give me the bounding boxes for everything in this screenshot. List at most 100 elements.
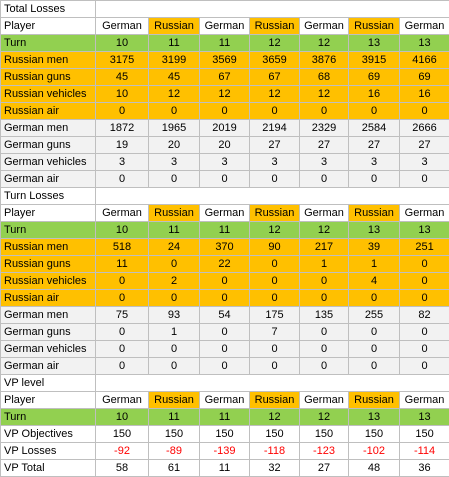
value-cell[interactable]: 12 bbox=[199, 85, 250, 103]
value-cell[interactable]: 3 bbox=[398, 153, 449, 171]
value-cell[interactable]: 0 bbox=[199, 170, 250, 188]
turn-cell[interactable]: 13 bbox=[348, 408, 400, 426]
value-cell[interactable]: 3569 bbox=[199, 51, 250, 69]
value-cell[interactable]: 0 bbox=[148, 289, 200, 307]
player-cell[interactable]: German bbox=[199, 204, 250, 222]
value-cell[interactable]: -92 bbox=[95, 442, 149, 460]
value-cell[interactable]: 0 bbox=[348, 170, 400, 188]
value-cell[interactable]: 3 bbox=[249, 153, 300, 171]
turn-cell[interactable]: 13 bbox=[348, 221, 400, 239]
value-cell[interactable]: 3175 bbox=[95, 51, 149, 69]
row-label[interactable]: VP Total bbox=[0, 459, 96, 477]
value-cell[interactable]: 251 bbox=[398, 238, 449, 256]
value-cell[interactable]: 370 bbox=[199, 238, 250, 256]
row-label[interactable]: Russian vehicles bbox=[0, 85, 96, 103]
section-title[interactable]: Total Losses bbox=[0, 0, 96, 18]
turn-cell[interactable]: 12 bbox=[299, 34, 349, 52]
value-cell[interactable]: 68 bbox=[299, 68, 349, 86]
value-cell[interactable]: 3 bbox=[199, 153, 250, 171]
value-cell[interactable]: 36 bbox=[398, 459, 449, 477]
value-cell[interactable]: 82 bbox=[398, 306, 449, 324]
value-cell[interactable]: 1872 bbox=[95, 119, 149, 137]
row-label[interactable]: VP Losses bbox=[0, 442, 96, 460]
value-cell[interactable]: 2666 bbox=[398, 119, 449, 137]
value-cell[interactable]: 0 bbox=[199, 289, 250, 307]
value-cell[interactable]: 12 bbox=[249, 85, 300, 103]
row-label[interactable]: Russian air bbox=[0, 102, 96, 120]
turn-cell[interactable]: 10 bbox=[95, 221, 149, 239]
value-cell[interactable]: 150 bbox=[299, 425, 349, 443]
value-cell[interactable]: 0 bbox=[348, 323, 400, 341]
value-cell[interactable]: 0 bbox=[398, 272, 449, 290]
value-cell[interactable]: 0 bbox=[249, 255, 300, 273]
row-label[interactable]: Russian guns bbox=[0, 255, 96, 273]
value-cell[interactable]: 27 bbox=[398, 136, 449, 154]
turn-cell[interactable]: 11 bbox=[199, 408, 250, 426]
value-cell[interactable]: 255 bbox=[348, 306, 400, 324]
value-cell[interactable]: 67 bbox=[199, 68, 250, 86]
row-label[interactable]: German men bbox=[0, 306, 96, 324]
player-cell[interactable]: German bbox=[95, 17, 149, 35]
value-cell[interactable]: 20 bbox=[199, 136, 250, 154]
player-label[interactable]: Player bbox=[0, 391, 96, 409]
turn-cell[interactable]: 11 bbox=[148, 221, 200, 239]
row-label[interactable]: German guns bbox=[0, 323, 96, 341]
value-cell[interactable]: 2019 bbox=[199, 119, 250, 137]
value-cell[interactable]: 0 bbox=[299, 323, 349, 341]
value-cell[interactable]: 0 bbox=[249, 272, 300, 290]
value-cell[interactable]: 61 bbox=[148, 459, 200, 477]
player-cell[interactable]: Russian bbox=[249, 17, 300, 35]
row-label[interactable]: Russian vehicles bbox=[0, 272, 96, 290]
value-cell[interactable]: 0 bbox=[398, 289, 449, 307]
value-cell[interactable]: 0 bbox=[199, 323, 250, 341]
value-cell[interactable]: 58 bbox=[95, 459, 149, 477]
row-label[interactable]: German air bbox=[0, 357, 96, 375]
value-cell[interactable]: 11 bbox=[199, 459, 250, 477]
value-cell[interactable]: 150 bbox=[199, 425, 250, 443]
value-cell[interactable]: 32 bbox=[249, 459, 300, 477]
value-cell[interactable]: 3 bbox=[148, 153, 200, 171]
value-cell[interactable]: 0 bbox=[398, 255, 449, 273]
turn-label[interactable]: Turn bbox=[0, 34, 96, 52]
value-cell[interactable]: 24 bbox=[148, 238, 200, 256]
player-cell[interactable]: Russian bbox=[348, 391, 400, 409]
value-cell[interactable]: 3659 bbox=[249, 51, 300, 69]
row-label[interactable]: German vehicles bbox=[0, 340, 96, 358]
turn-cell[interactable]: 13 bbox=[398, 408, 449, 426]
value-cell[interactable]: 150 bbox=[348, 425, 400, 443]
player-cell[interactable]: Russian bbox=[249, 204, 300, 222]
row-label[interactable]: German air bbox=[0, 170, 96, 188]
player-cell[interactable]: German bbox=[95, 204, 149, 222]
player-cell[interactable]: German bbox=[199, 391, 250, 409]
value-cell[interactable]: 69 bbox=[398, 68, 449, 86]
value-cell[interactable]: -102 bbox=[348, 442, 400, 460]
value-cell[interactable]: 0 bbox=[148, 340, 200, 358]
player-cell[interactable]: German bbox=[299, 204, 349, 222]
turn-cell[interactable]: 11 bbox=[148, 408, 200, 426]
value-cell[interactable]: 10 bbox=[95, 85, 149, 103]
value-cell[interactable]: 0 bbox=[249, 289, 300, 307]
value-cell[interactable]: 69 bbox=[348, 68, 400, 86]
turn-cell[interactable]: 12 bbox=[249, 408, 300, 426]
value-cell[interactable]: 45 bbox=[148, 68, 200, 86]
value-cell[interactable]: 16 bbox=[398, 85, 449, 103]
value-cell[interactable]: 0 bbox=[199, 357, 250, 375]
turn-cell[interactable]: 11 bbox=[199, 34, 250, 52]
value-cell[interactable]: 217 bbox=[299, 238, 349, 256]
value-cell[interactable]: 0 bbox=[249, 340, 300, 358]
value-cell[interactable]: 27 bbox=[299, 459, 349, 477]
value-cell[interactable]: 0 bbox=[398, 357, 449, 375]
value-cell[interactable]: 0 bbox=[95, 289, 149, 307]
value-cell[interactable]: 0 bbox=[249, 170, 300, 188]
value-cell[interactable]: 3199 bbox=[148, 51, 200, 69]
value-cell[interactable]: 3 bbox=[95, 153, 149, 171]
value-cell[interactable]: 0 bbox=[199, 340, 250, 358]
value-cell[interactable]: 11 bbox=[95, 255, 149, 273]
value-cell[interactable]: 0 bbox=[249, 357, 300, 375]
player-cell[interactable]: Russian bbox=[148, 204, 200, 222]
player-cell[interactable]: German bbox=[398, 204, 449, 222]
value-cell[interactable]: 150 bbox=[249, 425, 300, 443]
value-cell[interactable]: 0 bbox=[299, 357, 349, 375]
value-cell[interactable]: 135 bbox=[299, 306, 349, 324]
value-cell[interactable]: 0 bbox=[398, 323, 449, 341]
